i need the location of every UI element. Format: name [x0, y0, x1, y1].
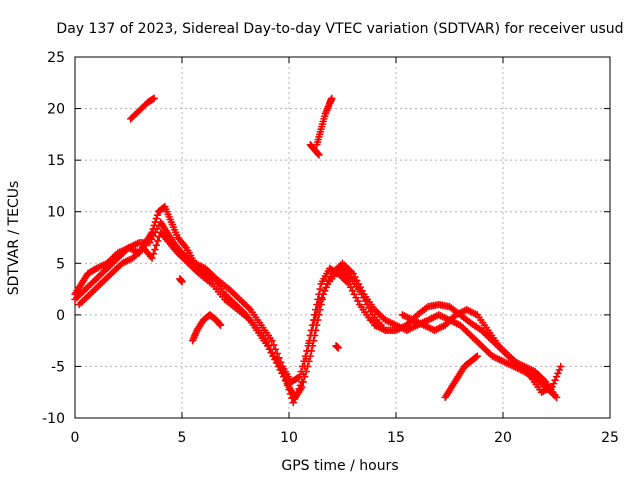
data-point — [153, 211, 162, 219]
series-arc-10 — [398, 305, 565, 397]
data-point — [280, 372, 289, 381]
data-point — [150, 221, 158, 230]
data-point — [300, 362, 309, 371]
data-point — [306, 331, 315, 340]
y-tick-label: 15 — [47, 153, 65, 169]
y-tick-label: 10 — [47, 205, 65, 221]
data-point — [309, 321, 318, 329]
series-arc-9 — [370, 300, 561, 402]
data-point — [299, 370, 308, 378]
y-tick-label: 20 — [47, 102, 65, 118]
data-point — [269, 341, 278, 349]
series-arc-11 — [332, 342, 343, 352]
x-tick-label: 5 — [178, 430, 187, 446]
series-arc-6 — [313, 94, 336, 149]
plot-frame — [74, 56, 611, 419]
data-point — [148, 228, 156, 237]
series-arc-3 — [75, 228, 390, 407]
x-tick-label: 15 — [387, 430, 405, 446]
data-point — [556, 362, 565, 371]
data-point — [149, 225, 157, 233]
chart-title: Day 137 of 2023, Sidereal Day-to-day VTE… — [56, 21, 623, 37]
data-point — [283, 381, 292, 390]
y-tick-label: 25 — [47, 50, 65, 66]
data-point — [268, 336, 276, 345]
data-point — [472, 353, 481, 361]
data-point — [288, 394, 296, 403]
y-axis-label: SDTVAR / TECUs — [6, 181, 22, 296]
data-point — [303, 347, 312, 355]
series-arc-8 — [441, 352, 482, 402]
data-point — [152, 241, 161, 250]
data-point — [152, 214, 161, 223]
data-point — [334, 344, 343, 352]
x-tick-label: 0 — [71, 430, 80, 446]
data-point — [295, 372, 304, 381]
data-point — [302, 354, 310, 363]
series-arc-12 — [176, 274, 186, 286]
data-point — [308, 326, 316, 335]
grid-lines — [74, 56, 611, 419]
data-point — [312, 311, 320, 319]
data-point — [305, 339, 313, 348]
data-point — [298, 378, 306, 386]
data-series — [71, 94, 565, 407]
x-tick-label: 25 — [601, 430, 619, 446]
y-tick-label: 0 — [56, 308, 65, 324]
data-point — [148, 254, 156, 262]
y-tick-label: 5 — [56, 256, 65, 272]
data-point — [316, 285, 324, 293]
data-point — [178, 278, 186, 286]
data-point — [150, 94, 158, 103]
x-tick-labels: 0 5 10 15 20 25 — [71, 430, 619, 446]
x-tick-label: 10 — [280, 430, 298, 446]
data-point — [276, 358, 285, 366]
series-arc-4 — [126, 94, 158, 123]
data-point — [286, 390, 295, 398]
series-arc-5 — [306, 140, 323, 159]
y-tick-labels: -10 -5 0 5 10 15 20 25 — [42, 50, 65, 427]
axis-ticks — [74, 56, 611, 419]
data-point — [313, 305, 322, 314]
y-tick-label: -5 — [51, 359, 65, 375]
data-point — [552, 393, 561, 402]
data-point — [473, 352, 482, 360]
data-point — [149, 250, 158, 258]
data-point — [216, 321, 225, 329]
data-point — [310, 316, 319, 324]
data-point — [282, 377, 290, 385]
data-point — [151, 245, 159, 254]
x-tick-label: 20 — [494, 430, 512, 446]
data-point — [328, 94, 336, 103]
x-axis-label: GPS time / hours — [281, 458, 398, 474]
data-point — [153, 237, 162, 245]
data-point — [151, 218, 160, 226]
series-arc-7 — [188, 311, 225, 345]
data-point — [285, 385, 293, 394]
data-point — [315, 151, 323, 159]
y-tick-label: -10 — [42, 411, 65, 427]
